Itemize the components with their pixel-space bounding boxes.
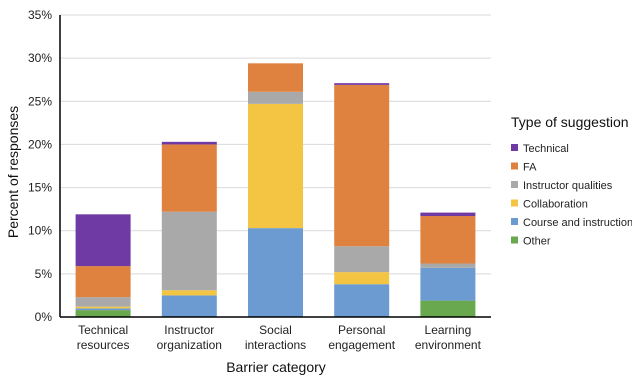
bar-segment [248, 63, 303, 92]
y-tick-label: 15% [28, 181, 52, 195]
y-tick-label: 20% [28, 137, 52, 151]
legend-item-label: Technical [523, 143, 569, 155]
x-tick-label: environment [415, 338, 482, 352]
x-tick-label: Instructor [164, 323, 214, 337]
x-axis-title: Barrier category [226, 359, 326, 375]
bar-segment [161, 211, 217, 291]
bar-segment [161, 141, 217, 145]
legend-swatch [511, 181, 518, 188]
y-tick-label: 10% [28, 224, 52, 238]
bar-segment [75, 306, 131, 309]
bar-segment [75, 297, 131, 307]
legend-swatch [511, 236, 518, 244]
x-tick-label: interactions [245, 338, 306, 352]
y-tick-label: 25% [28, 94, 52, 108]
legend-item-label: Other [523, 236, 551, 248]
legend-swatch [511, 144, 518, 151]
bar-segment [248, 228, 303, 317]
bar-segment [420, 216, 476, 264]
legend-title: Type of suggestion [511, 114, 629, 130]
x-tick-label: Personal [338, 323, 385, 337]
bars [75, 63, 476, 317]
y-tick-label: 0% [35, 310, 53, 324]
bar-segment [420, 300, 476, 317]
y-tick-label: 5% [35, 267, 53, 281]
y-tick-labels: 0% 5% 10% 15% 20% 25% 30% 35% [28, 8, 52, 324]
legend-item-label: FA [523, 162, 537, 174]
x-tick-label: Technical [78, 323, 128, 337]
bar-segment [334, 272, 390, 285]
bar-segment [248, 91, 303, 104]
y-axis-title: Percent of responses [5, 106, 21, 238]
x-tick-label: Learning [425, 323, 472, 337]
bar-segment [334, 84, 390, 247]
bar-segment [75, 266, 131, 298]
bar-segment [334, 83, 390, 85]
x-tick-label: engagement [328, 338, 395, 352]
bar-segment [161, 144, 217, 212]
legend-swatch [511, 199, 518, 207]
legend-swatch [511, 162, 518, 170]
y-tick-label: 35% [28, 8, 52, 22]
legend: Type of suggestion Technical FA Instructor… [511, 114, 632, 248]
bar-segment [161, 295, 217, 317]
bar-segment [420, 263, 476, 268]
y-tick-label: 30% [28, 51, 52, 65]
x-tick-label: organization [157, 338, 222, 352]
bar-segment [75, 214, 131, 267]
bar-segment [75, 310, 131, 317]
legend-swatch [511, 218, 518, 225]
axes [59, 15, 491, 318]
bar-segment [161, 290, 217, 296]
legend-item-label: Collaboration [523, 199, 588, 211]
legend-item-label: Course and instruction [523, 217, 632, 229]
x-tick-label: Social [259, 323, 292, 337]
legend-item-label: Instructor qualities [523, 180, 613, 192]
bar-segment [75, 308, 131, 311]
bar-segment [334, 246, 390, 273]
bar-segment [334, 284, 390, 317]
bar-segment [248, 103, 303, 229]
bar-segment [420, 212, 476, 217]
x-tick-label: resources [77, 338, 130, 352]
bar-segment [420, 267, 476, 301]
